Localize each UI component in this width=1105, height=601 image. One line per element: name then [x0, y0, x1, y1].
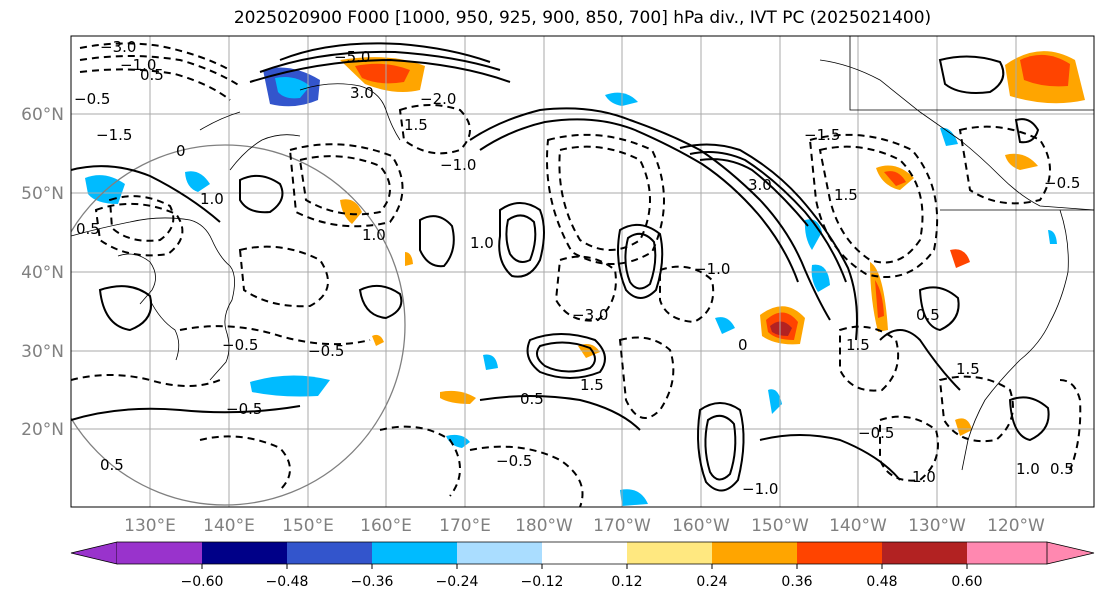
colorbar-segment [882, 542, 967, 564]
lon-label: 180°W [515, 516, 573, 536]
contours-negative [71, 42, 1082, 507]
contour-label: 1.0 [1016, 460, 1040, 478]
colorbar-tick-label: 0.24 [696, 574, 727, 590]
lon-label: 170°E [439, 516, 491, 536]
contour-label: −0.5 [222, 336, 258, 354]
lon-label: 160°W [672, 516, 730, 536]
lon-label: 160°E [360, 516, 412, 536]
contour-labels: −3.0 −1.0 0.5 −0.5 −1.5 −5.0 3.0 1.0 −2.… [74, 38, 1080, 498]
ivt-shading [85, 51, 1085, 506]
colorbar-segment [457, 542, 542, 564]
contours-positive [71, 42, 1050, 492]
lon-label: 130°E [124, 516, 176, 536]
lat-label: 30°N [21, 342, 64, 362]
contour-label: 3.0 [748, 176, 772, 194]
colorbar-tick-label: 0.12 [611, 574, 642, 590]
colorbar-segment [117, 542, 202, 564]
contour-label: 1.5 [956, 360, 980, 378]
contour-label: 1.0 [470, 234, 494, 252]
reference-circle [71, 144, 406, 506]
colorbar-tick-label: −0.12 [521, 574, 564, 590]
lat-label: 60°N [21, 105, 64, 125]
colorbar-segment [712, 542, 797, 564]
contour-label: −3.0 [100, 38, 136, 56]
colorbar-tick-label: −0.60 [181, 574, 224, 590]
contour-label: 0.5 [100, 456, 124, 474]
contour-label: 1.5 [404, 116, 428, 134]
lat-label: 20°N [21, 420, 64, 440]
lat-label: 40°N [21, 263, 64, 283]
colorbar-tick-label: −0.24 [436, 574, 479, 590]
colorbar-tick-label: 0.36 [781, 574, 812, 590]
colorbar-ticks [201, 564, 968, 569]
contour-label: −0.5 [308, 342, 344, 360]
lon-label: 150°E [282, 516, 334, 536]
map-title: 2025020900 F000 [1000, 950, 925, 900, 85… [233, 8, 932, 28]
contour-label: 0.5 [1050, 460, 1074, 478]
colorbar-segment [202, 542, 287, 564]
contour-label: −1.0 [694, 260, 730, 278]
contour-label: −0.5 [496, 452, 532, 470]
contour-label: −1.0 [440, 156, 476, 174]
colorbar-segment [627, 542, 712, 564]
colorbar: −0.60 −0.48 −0.36 −0.24 −0.12 0.12 0.24 … [70, 541, 1095, 590]
contour-label: −0.5 [858, 424, 894, 442]
longitude-labels: 130°E 140°E 150°E 160°E 170°E 180°W 170°… [124, 516, 1045, 536]
colorbar-tick-label: −0.36 [351, 574, 394, 590]
lon-label: 120°W [987, 516, 1045, 536]
contour-label: 1.5 [580, 376, 604, 394]
colorbar-segment [287, 542, 372, 564]
contour-label: −2.0 [420, 90, 456, 108]
colorbar-max-extension [1046, 541, 1095, 565]
contour-label: 0.5 [76, 220, 100, 238]
contour-label: −1.0 [120, 56, 156, 74]
contour-label: 1.0 [912, 468, 936, 486]
lon-label: 140°E [203, 516, 255, 536]
contour-label: 0.5 [916, 306, 940, 324]
lon-label: 130°W [908, 516, 966, 536]
contour-label: −1.0 [742, 480, 778, 498]
contour-label: −0.5 [74, 90, 110, 108]
contour-label: 0.5 [520, 390, 544, 408]
colorbar-segment [542, 542, 627, 564]
colorbar-segment [797, 542, 882, 564]
contour-label: −5.0 [334, 48, 370, 66]
coastlines [71, 36, 1094, 471]
contour-label: −1.5 [96, 126, 132, 144]
colorbar-segment [372, 542, 457, 564]
map-frame [70, 35, 1095, 508]
colorbar-tick-label: 0.60 [951, 574, 982, 590]
map-content: −3.0 −1.0 0.5 −0.5 −1.5 −5.0 3.0 1.0 −2.… [71, 36, 1094, 507]
contour-label: 3.0 [350, 84, 374, 102]
contour-label: 1.0 [200, 190, 224, 208]
contour-label: 1.0 [362, 226, 386, 244]
contour-label: 0.5 [140, 66, 164, 84]
lon-label: 170°W [593, 516, 651, 536]
colorbar-min-extension [70, 541, 118, 565]
latitude-labels: 60°N 50°N 40°N 30°N 20°N [21, 105, 64, 440]
contour-label: 1.5 [846, 336, 870, 354]
colorbar-tick-label: −0.48 [266, 574, 309, 590]
lon-label: 150°W [751, 516, 809, 536]
colorbar-tick-label: 0.48 [866, 574, 897, 590]
contour-label: −0.5 [1044, 174, 1080, 192]
contour-label: 0 [176, 142, 186, 160]
contour-label: 0 [738, 336, 748, 354]
lat-label: 50°N [21, 184, 64, 204]
contour-label: −3.0 [572, 306, 608, 324]
contour-label: 1.5 [834, 186, 858, 204]
contour-label: −1.5 [804, 126, 840, 144]
lon-label: 140°W [829, 516, 887, 536]
colorbar-segment [967, 542, 1047, 564]
contour-label: −0.5 [226, 400, 262, 418]
